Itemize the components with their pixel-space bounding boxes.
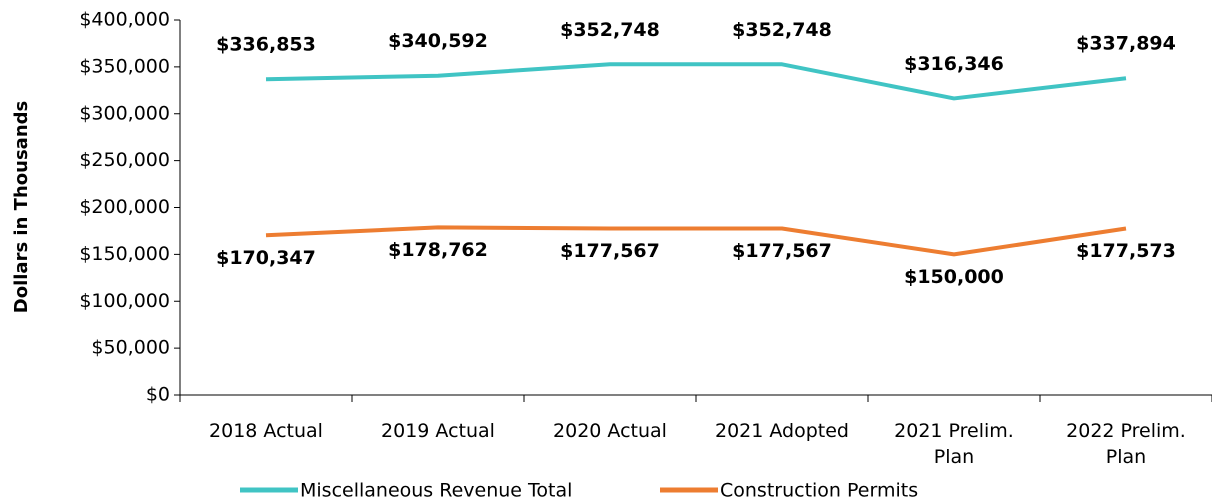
legend-label: Miscellaneous Revenue Total xyxy=(300,480,572,502)
y-tick-label: $0 xyxy=(146,384,170,406)
data-label: $337,894 xyxy=(1076,33,1176,55)
y-axis-title: Dollars in Thousands xyxy=(11,101,32,313)
y-tick-label: $100,000 xyxy=(79,290,170,312)
y-tick-label: $400,000 xyxy=(79,9,170,31)
x-tick-label: 2019 Actual xyxy=(381,420,495,442)
data-label: $352,748 xyxy=(732,19,832,41)
series-line xyxy=(265,62,1127,101)
x-tick-label: 2018 Actual xyxy=(209,420,323,442)
data-label: $352,748 xyxy=(560,19,660,41)
y-tick-label: $200,000 xyxy=(79,196,170,218)
data-label: $178,762 xyxy=(388,239,488,261)
y-tick-label: $50,000 xyxy=(91,337,170,359)
series-line xyxy=(265,225,1127,257)
data-label: $177,573 xyxy=(1076,240,1176,262)
data-label: $170,347 xyxy=(216,247,316,269)
y-tick-label: $150,000 xyxy=(79,243,170,265)
y-tick-label: $300,000 xyxy=(79,102,170,124)
legend-label: Construction Permits xyxy=(720,480,918,502)
data-label: $177,567 xyxy=(560,240,660,262)
data-label: $150,000 xyxy=(904,266,1004,288)
x-tick-label: 2021 Prelim. Plan xyxy=(894,420,1014,468)
data-label: $340,592 xyxy=(388,30,488,52)
data-label: $177,567 xyxy=(732,240,832,262)
x-tick-label: 2020 Actual xyxy=(553,420,667,442)
y-tick-label: $250,000 xyxy=(79,149,170,171)
y-tick-label: $350,000 xyxy=(79,55,170,77)
data-label: $336,853 xyxy=(216,34,316,56)
x-tick-label: 2022 Prelim. Plan xyxy=(1066,420,1186,468)
x-tick-label: 2021 Adopted xyxy=(714,420,849,442)
data-label: $316,346 xyxy=(904,53,1004,75)
